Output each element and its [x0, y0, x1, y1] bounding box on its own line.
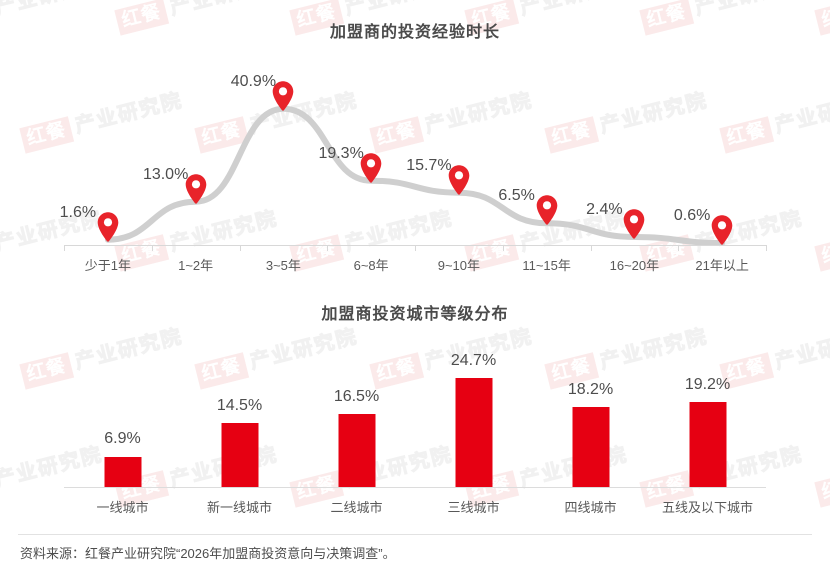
data-label: 6.5% — [498, 187, 535, 205]
category-label: 一线城市 — [96, 500, 149, 515]
map-pin-icon — [184, 173, 208, 205]
bar-chart-title: 加盟商投资城市等级分布 — [321, 306, 509, 323]
map-pin-icon — [271, 80, 295, 112]
bar — [338, 414, 375, 487]
data-label: 13.0% — [142, 165, 189, 183]
map-pin-icon — [535, 194, 559, 226]
category-label: 3~5年 — [265, 258, 301, 273]
data-label: 0.6% — [673, 207, 711, 224]
axis-tick — [239, 245, 241, 251]
bar — [104, 456, 141, 487]
category-label: 21年以上 — [695, 258, 749, 273]
category-label: 6~8年 — [353, 258, 389, 273]
axis-tick — [151, 245, 153, 251]
bar-chart-axis — [64, 487, 766, 488]
data-label: 2.4% — [586, 201, 623, 218]
bar — [455, 377, 492, 487]
line-chart: 1.6% 13.0% 40.9% 19.3% 15.7% 6.5% 2.4% 0.6% 少于1… — [0, 50, 830, 275]
map-pin-icon — [710, 214, 734, 246]
footer-divider — [18, 534, 812, 535]
trend-line — [104, 105, 726, 246]
axis-tick — [766, 245, 767, 251]
data-label: 24.7% — [450, 351, 497, 369]
category-label: 二线城市 — [330, 500, 383, 515]
axis-tick — [590, 245, 592, 251]
category-label: 9~10年 — [437, 258, 481, 273]
axis-tick — [64, 245, 65, 251]
bar — [221, 422, 258, 487]
axis-tick — [415, 245, 416, 251]
map-pin-icon — [96, 211, 120, 243]
category-label: 三线城市 — [447, 500, 500, 515]
data-label: 15.7% — [406, 156, 452, 174]
category-label: 16~20年 — [609, 258, 660, 273]
category-label: 四线城市 — [564, 500, 617, 515]
data-label: 1.6% — [59, 203, 97, 221]
axis-tick — [502, 245, 504, 251]
category-label: 五线及以下城市 — [661, 500, 754, 515]
map-pin-icon — [622, 208, 646, 240]
category-label: 新一线城市 — [206, 500, 273, 515]
map-pin-icon — [359, 152, 383, 184]
map-pin-icon — [447, 164, 471, 196]
bar-chart: 6.9% 14.5% 16.5% 24.7% 18.2% 19.2% 一线城市 新一线城市 二… — [0, 330, 830, 530]
source-note: 资料来源：红餐产业研究院“2026年加盟商投资意向与决策调查”。 — [20, 546, 396, 561]
category-label: 少于1年 — [84, 258, 131, 273]
data-label: 19.3% — [318, 144, 364, 162]
category-label: 1~2年 — [178, 258, 214, 273]
axis-tick — [327, 245, 329, 251]
data-label: 40.9% — [230, 72, 277, 90]
line-chart-title: 加盟商的投资经验时长 — [329, 24, 500, 41]
axis-tick — [678, 245, 680, 251]
data-label: 6.9% — [104, 430, 141, 448]
data-label: 19.2% — [684, 376, 731, 394]
data-label: 16.5% — [333, 388, 380, 406]
bar — [572, 406, 609, 487]
data-label: 14.5% — [216, 396, 263, 414]
category-label: 11~15年 — [522, 258, 571, 273]
data-label: 18.2% — [567, 380, 614, 398]
bar — [689, 402, 726, 487]
